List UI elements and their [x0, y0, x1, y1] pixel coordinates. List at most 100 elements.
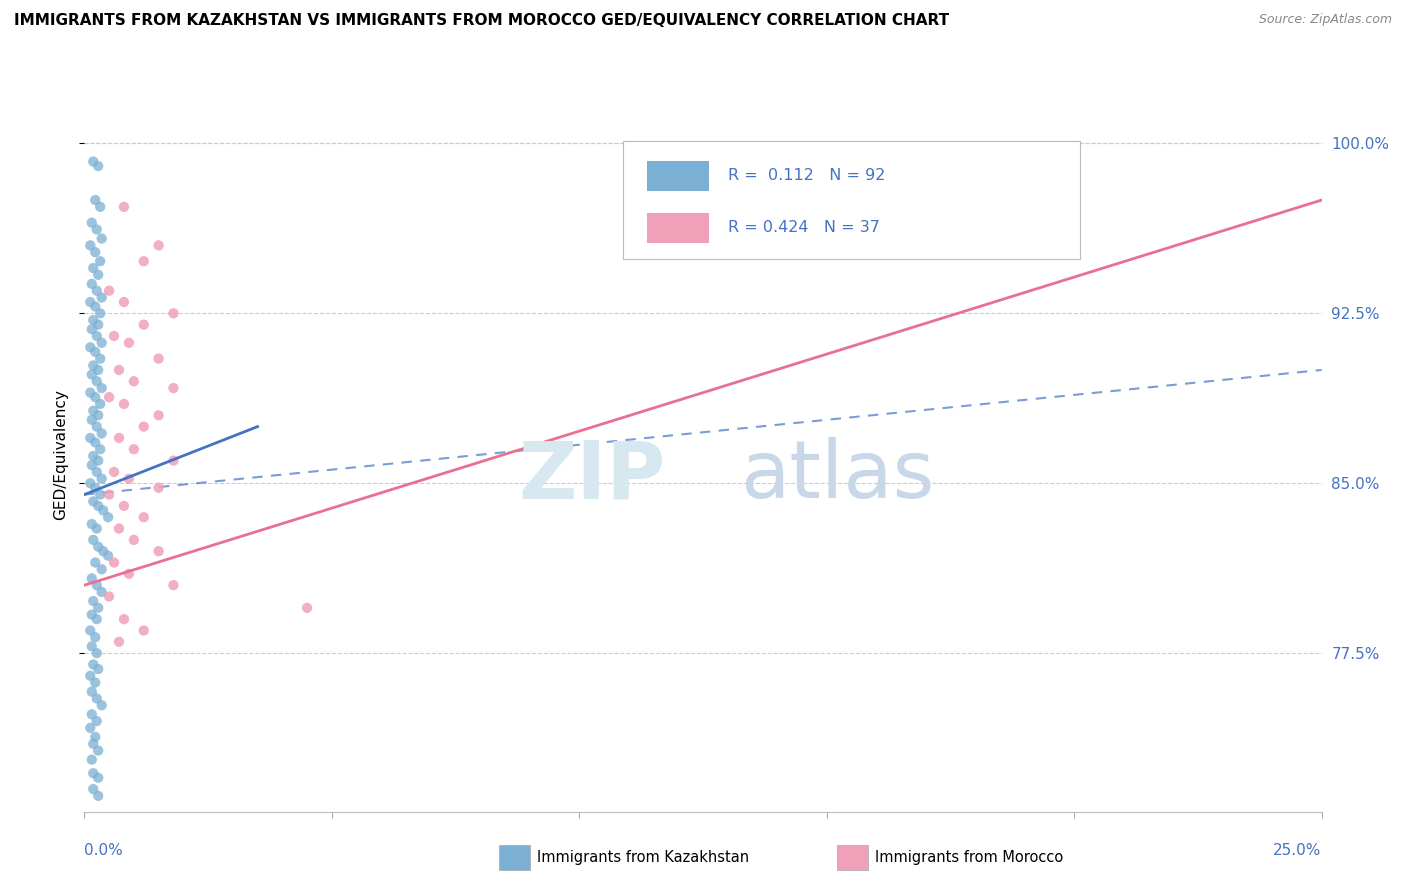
Point [162, 578, 184, 592]
Point [162, 381, 184, 395]
Point [108, 635, 131, 649]
Point [82, 403, 104, 417]
Point [148, 544, 170, 558]
Point [90, 585, 112, 599]
Point [87, 662, 110, 676]
Point [84, 390, 107, 404]
Point [87, 318, 110, 332]
Text: 25.0%: 25.0% [1274, 843, 1322, 858]
Point [86, 329, 108, 343]
Point [79, 721, 101, 735]
Point [82, 359, 104, 373]
Point [87, 453, 110, 467]
Point [87, 499, 110, 513]
Point [86, 691, 108, 706]
Point [82, 782, 104, 797]
Point [112, 200, 135, 214]
Point [89, 306, 111, 320]
Point [148, 481, 170, 495]
Point [80, 277, 103, 291]
Point [84, 245, 107, 260]
Point [90, 231, 112, 245]
Point [87, 743, 110, 757]
Point [98, 590, 121, 604]
Point [90, 290, 112, 304]
Point [80, 458, 103, 472]
Point [108, 363, 131, 377]
Point [80, 322, 103, 336]
Point [84, 435, 107, 450]
Text: ZIP: ZIP [519, 437, 666, 516]
Point [89, 397, 111, 411]
Point [86, 284, 108, 298]
Point [103, 556, 125, 570]
Point [82, 260, 104, 275]
Point [80, 216, 103, 230]
Point [108, 522, 131, 536]
Point [148, 238, 170, 252]
Point [86, 578, 108, 592]
Point [79, 385, 101, 400]
Point [98, 390, 121, 404]
Point [84, 344, 107, 359]
Point [86, 465, 108, 479]
Text: R =  0.112   N = 92: R = 0.112 N = 92 [728, 168, 886, 183]
Point [80, 607, 103, 622]
Point [87, 771, 110, 785]
Point [90, 472, 112, 486]
Bar [647, 161, 709, 191]
Point [90, 335, 112, 350]
Point [108, 431, 131, 445]
Point [84, 300, 107, 314]
Point [86, 222, 108, 236]
Point [98, 284, 121, 298]
Point [89, 442, 111, 457]
Point [80, 571, 103, 585]
Point [80, 368, 103, 382]
Text: Immigrants from Kazakhstan: Immigrants from Kazakhstan [537, 850, 749, 864]
Point [82, 766, 104, 780]
Point [82, 533, 104, 547]
Point [87, 600, 110, 615]
Point [122, 533, 145, 547]
Text: R = 0.424   N = 37: R = 0.424 N = 37 [728, 220, 880, 235]
Point [148, 351, 170, 366]
Point [162, 453, 184, 467]
FancyBboxPatch shape [623, 141, 1080, 259]
Point [79, 340, 101, 354]
Point [79, 624, 101, 638]
Point [90, 381, 112, 395]
Point [84, 630, 107, 644]
Point [79, 431, 101, 445]
Point [79, 476, 101, 491]
Point [89, 351, 111, 366]
Point [79, 295, 101, 310]
Point [112, 295, 135, 310]
Point [122, 374, 145, 388]
Point [90, 698, 112, 713]
Point [91, 503, 114, 517]
Point [84, 481, 107, 495]
Point [79, 669, 101, 683]
Point [148, 409, 170, 423]
Point [112, 499, 135, 513]
Point [82, 494, 104, 508]
Text: IMMIGRANTS FROM KAZAKHSTAN VS IMMIGRANTS FROM MOROCCO GED/EQUIVALENCY CORRELATIO: IMMIGRANTS FROM KAZAKHSTAN VS IMMIGRANTS… [14, 13, 949, 29]
Point [132, 510, 155, 524]
Point [80, 516, 103, 531]
Y-axis label: GED/Equivalency: GED/Equivalency [52, 390, 67, 520]
Point [132, 419, 155, 434]
Point [118, 566, 141, 581]
Point [87, 409, 110, 423]
Point [80, 684, 103, 698]
Text: 0.0%: 0.0% [84, 843, 124, 858]
Point [82, 594, 104, 608]
Text: Immigrants from Morocco: Immigrants from Morocco [875, 850, 1063, 864]
Text: atlas: atlas [740, 437, 935, 516]
Point [87, 268, 110, 282]
Point [132, 254, 155, 268]
Point [118, 335, 141, 350]
Point [132, 318, 155, 332]
Point [84, 556, 107, 570]
Point [86, 374, 108, 388]
